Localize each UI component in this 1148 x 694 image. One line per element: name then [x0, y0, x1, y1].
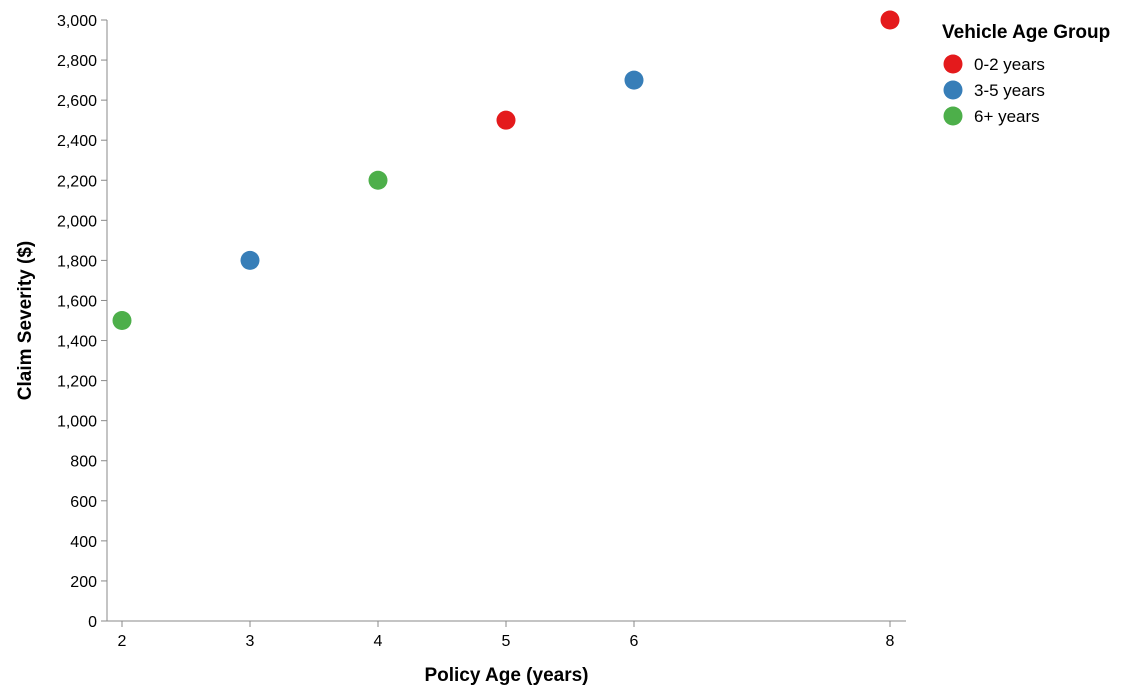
- legend-label: 0-2 years: [974, 55, 1045, 74]
- y-axis: 0 200 400 600 800 1,000 1,200 1,400 1,600 1,800 2,…: [57, 13, 108, 631]
- y-tick-label: 0: [88, 614, 97, 631]
- data-point[interactable]: [880, 10, 900, 30]
- y-tick-label: 1,000: [57, 414, 97, 431]
- y-tick-label: 1,600: [57, 293, 97, 310]
- x-axis-title: Policy Age (years): [424, 665, 588, 686]
- x-tick-label: 8: [886, 633, 895, 650]
- x-tick-label: 6: [630, 633, 639, 650]
- x-tick-label: 2: [118, 633, 127, 650]
- legend: Vehicle Age Group 0-2 years 3-5 years 6+ y…: [942, 22, 1110, 126]
- data-point[interactable]: [496, 110, 516, 130]
- y-tick-label: 2,200: [57, 173, 97, 190]
- y-axis-title: Claim Severity ($): [15, 241, 36, 400]
- y-tick-label: 3,000: [57, 13, 97, 30]
- legend-swatch: [943, 106, 963, 126]
- legend-title: Vehicle Age Group: [942, 22, 1110, 43]
- y-tick-label: 2,600: [57, 93, 97, 110]
- y-tick-label: 400: [70, 534, 97, 551]
- data-point[interactable]: [112, 311, 132, 330]
- legend-label: 3-5 years: [974, 81, 1045, 100]
- legend-swatch: [943, 80, 963, 100]
- y-tick-label: 2,800: [57, 53, 97, 70]
- data-point[interactable]: [624, 70, 644, 90]
- x-tick-label: 4: [374, 633, 383, 650]
- y-tick-label: 2,400: [57, 133, 97, 150]
- legend-label: 6+ years: [974, 107, 1040, 126]
- y-tick-label: 800: [70, 454, 97, 471]
- data-point[interactable]: [240, 250, 260, 270]
- y-tick-label: 1,400: [57, 334, 97, 351]
- y-tick-label: 1,200: [57, 374, 97, 391]
- y-tick-label: 600: [70, 494, 97, 511]
- legend-swatch: [943, 54, 963, 74]
- y-tick-label: 2,000: [57, 213, 97, 230]
- x-tick-label: 3: [246, 633, 255, 650]
- data-point[interactable]: [368, 170, 388, 190]
- x-tick-label: 5: [502, 633, 511, 650]
- y-tick-label: 1,800: [57, 253, 97, 270]
- data-points: [112, 10, 900, 330]
- x-axis: 2 3 4 5 6 8: [107, 620, 906, 650]
- y-tick-label: 200: [70, 574, 97, 591]
